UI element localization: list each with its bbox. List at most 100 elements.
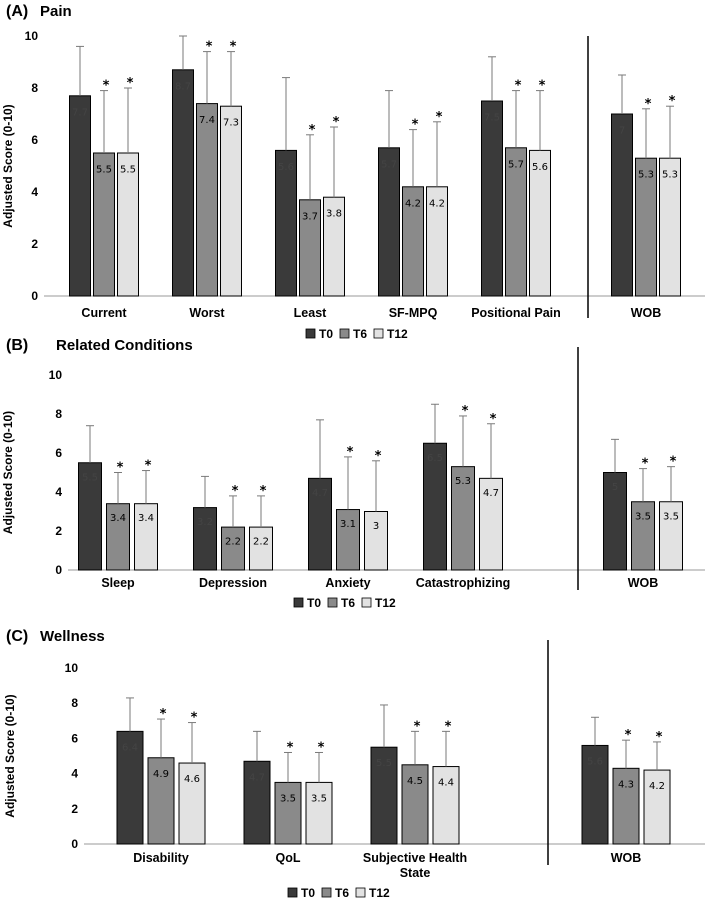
data-label: 4.3 [618, 779, 634, 790]
data-label: 3.5 [311, 793, 327, 804]
data-label: 7.5 [484, 113, 500, 124]
bar-t0-4 [481, 100, 503, 297]
y-axis-label: Adjusted Score (0-10) [1, 411, 15, 534]
data-label: 4.2 [649, 781, 665, 792]
data-label: 5.5 [96, 165, 112, 176]
data-label: 2.2 [225, 537, 241, 548]
y-tick-label: 10 [49, 368, 63, 382]
significance-star: * [287, 740, 294, 755]
y-tick-label: 0 [71, 837, 78, 851]
data-label: 7.4 [199, 115, 215, 126]
data-label: 5.6 [278, 162, 294, 173]
data-label: 7.7 [72, 107, 88, 118]
category-label: WOB [628, 576, 659, 590]
significance-star: * [318, 740, 325, 755]
legend-label: T0 [319, 327, 333, 341]
category-label: Current [81, 306, 127, 320]
y-tick-label: 10 [25, 29, 39, 43]
y-axis-label: Adjusted Score (0-10) [3, 694, 17, 817]
bar-t6-2 [401, 764, 429, 845]
bar-t12-1 [220, 105, 242, 297]
legend-swatch-t0 [287, 887, 298, 898]
y-tick-label: 4 [31, 185, 38, 199]
legend-swatch-t12 [355, 887, 366, 898]
category-label: WOB [611, 851, 642, 865]
significance-star: * [230, 40, 237, 55]
data-label: 7 [619, 126, 625, 137]
panel-title: Pain [40, 3, 72, 20]
category-label: Anxiety [325, 576, 370, 590]
category-label: Depression [199, 576, 267, 590]
category-label: SF-MPQ [389, 306, 438, 320]
data-label: 4.6 [184, 774, 200, 785]
significance-star: * [656, 730, 663, 745]
legend-swatch-t12 [361, 597, 372, 608]
significance-star: * [645, 97, 652, 112]
legend-swatch-t0 [293, 597, 304, 608]
significance-star: * [232, 484, 239, 499]
significance-star: * [412, 118, 419, 133]
data-label: 8.7 [175, 81, 191, 92]
bar-t6-0 [147, 757, 175, 845]
bar-t6-1 [274, 781, 302, 845]
significance-star: * [206, 40, 213, 55]
data-label: 6.4 [122, 742, 138, 753]
bar-t0-5 [611, 113, 633, 297]
data-label: 3.4 [138, 513, 154, 524]
significance-star: * [103, 79, 110, 94]
category-label-line: Subjective Health [363, 851, 467, 865]
category-label: Disability [133, 851, 189, 865]
category-label: QoL [276, 851, 301, 865]
data-label: 3.2 [197, 517, 213, 528]
data-label: 4.9 [153, 769, 169, 780]
category-label: Positional Pain [471, 306, 561, 320]
data-label: 7.3 [223, 118, 239, 129]
significance-star: * [260, 484, 267, 499]
legend-label: T6 [341, 596, 355, 610]
panel-letter: (C) [6, 628, 28, 645]
bar-t0-1 [172, 69, 194, 297]
significance-star: * [127, 76, 134, 91]
y-axis-label: Adjusted Score (0-10) [1, 104, 15, 227]
category-label: Subjective Health State [363, 851, 467, 880]
bar-t12-3 [643, 769, 671, 845]
panel-title: Related Conditions [56, 337, 193, 354]
data-label: 4.7 [312, 488, 328, 499]
significance-star: * [462, 404, 469, 419]
bar-t0-0 [116, 730, 144, 845]
significance-star: * [347, 445, 354, 460]
y-tick-label: 6 [55, 446, 62, 460]
legend-label: T6 [335, 886, 349, 900]
category-label: Least [294, 306, 327, 320]
y-tick-label: 2 [31, 237, 38, 251]
data-label: 6.5 [427, 453, 443, 464]
panel-letter: (A) [6, 3, 28, 20]
legend-swatch-t6 [327, 597, 338, 608]
y-tick-label: 8 [55, 407, 62, 421]
significance-star: * [490, 412, 497, 427]
data-label: 4.7 [483, 488, 499, 499]
legend-swatch-t0 [305, 328, 316, 339]
data-label: 4.2 [405, 198, 421, 209]
y-tick-label: 2 [71, 802, 78, 816]
data-label: 3.4 [110, 513, 126, 524]
data-label: 5.6 [532, 162, 548, 173]
data-label: 4.4 [438, 778, 454, 789]
significance-star: * [436, 110, 443, 125]
bar-t0-1 [243, 760, 271, 845]
bar-t6-1 [221, 526, 245, 571]
legend-label: T6 [353, 327, 367, 341]
data-label: 3.1 [340, 519, 356, 530]
data-label: 5.7 [508, 159, 524, 170]
significance-star: * [414, 719, 421, 734]
bar-t12-0 [178, 762, 206, 845]
significance-star: * [333, 115, 340, 130]
legend-label: T0 [307, 596, 321, 610]
data-label: 5 [612, 482, 618, 493]
data-label: 5.5 [82, 472, 98, 483]
category-label: Worst [189, 306, 225, 320]
bar-t0-2 [370, 746, 398, 845]
legend-label: T12 [369, 886, 390, 900]
